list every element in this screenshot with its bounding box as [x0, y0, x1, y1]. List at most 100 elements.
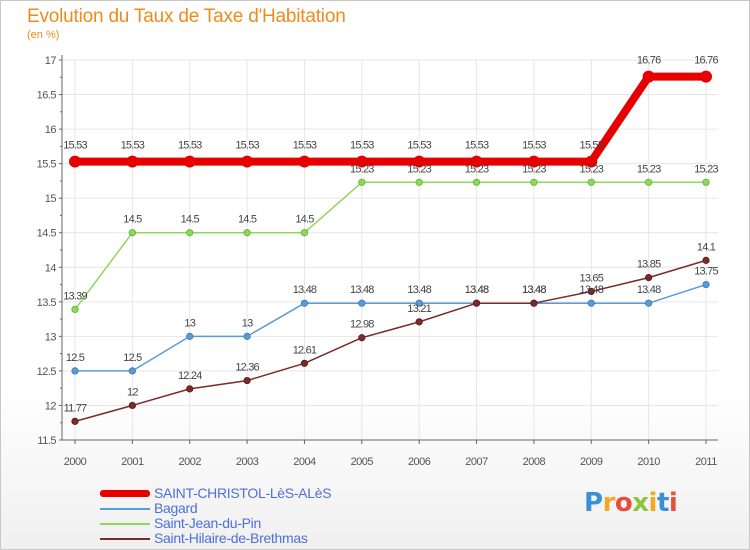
logo-letter: r	[602, 488, 616, 518]
data-point	[700, 70, 712, 83]
data-point	[642, 70, 655, 83]
data-point	[472, 299, 481, 307]
data-label: 15.23	[580, 163, 604, 175]
y-tick-label: 14.5	[37, 228, 57, 240]
data-label: 15.53	[350, 140, 374, 152]
data-label: 12.24	[178, 370, 202, 382]
data-label: 14.5	[238, 214, 257, 226]
y-tick-label: 13.5	[37, 297, 57, 309]
data-point	[527, 155, 540, 168]
data-point	[186, 229, 194, 237]
x-tick-label: 2009	[580, 456, 603, 468]
data-label: 15.23	[522, 163, 546, 175]
data-label: 15.23	[350, 163, 374, 175]
series-line-3	[74, 259, 707, 423]
data-point	[702, 256, 710, 264]
data-point	[645, 178, 653, 186]
data-point	[702, 280, 710, 289]
x-tick-label: 2010	[637, 456, 660, 468]
y-tick-label: 12	[45, 400, 57, 412]
series-line-1	[74, 283, 707, 372]
data-point	[128, 401, 136, 410]
data-label: 13.48	[465, 284, 489, 296]
y-tick-label: 15	[45, 193, 57, 205]
y-tick-label: 12.5	[37, 366, 57, 378]
data-label: 15.53	[407, 140, 431, 152]
data-label: 13.65	[580, 272, 604, 284]
x-tick-label: 2001	[121, 456, 144, 468]
data-point	[587, 287, 595, 296]
data-label: 14.1	[697, 241, 716, 253]
data-point	[585, 155, 598, 168]
y-tick-label: 16.5	[37, 90, 57, 102]
data-label: 12.5	[66, 352, 85, 364]
data-label: 15.53	[293, 140, 317, 152]
legend-label: Saint-Hilaire-de-Brethmas	[154, 530, 308, 546]
data-point	[358, 299, 366, 307]
data-label: 13.48	[407, 284, 431, 296]
logo-letter: x	[632, 488, 649, 518]
data-point	[186, 385, 194, 393]
data-point	[241, 155, 254, 168]
data-point	[298, 155, 311, 168]
data-point	[358, 178, 366, 186]
data-point	[415, 299, 423, 307]
logo-letter: i	[648, 488, 658, 518]
data-label: 13.48	[580, 284, 604, 296]
data-label: 15.23	[637, 163, 661, 175]
data-label: 15.53	[235, 140, 259, 152]
data-point	[645, 274, 653, 282]
data-label: 16.76	[637, 55, 661, 67]
data-point	[300, 359, 309, 367]
data-point	[243, 376, 251, 385]
y-tick-label: 11.5	[37, 435, 56, 447]
data-point	[71, 305, 79, 314]
data-label: 15.53	[178, 140, 202, 152]
data-point	[300, 229, 309, 237]
legend-swatch	[100, 523, 150, 525]
data-point	[243, 229, 251, 237]
data-label: 13.48	[637, 284, 661, 296]
data-point	[69, 155, 81, 168]
logo-letter: o	[614, 488, 633, 518]
data-point	[530, 178, 538, 186]
data-point	[128, 367, 136, 375]
data-point	[128, 229, 136, 237]
legend-label: SAINT-CHRISTOL-LèS-ALèS	[154, 485, 332, 501]
data-point	[243, 332, 251, 340]
data-label: 13.48	[522, 284, 546, 296]
data-point	[472, 178, 481, 186]
data-label: 13.48	[522, 284, 546, 296]
data-label: 12.61	[293, 344, 317, 356]
data-label: 15.53	[465, 140, 489, 152]
data-label: 12	[127, 386, 138, 398]
data-point	[530, 299, 538, 307]
x-tick-label: 2008	[523, 456, 546, 468]
legend-swatch	[100, 490, 150, 497]
data-point	[186, 332, 194, 340]
data-label: 13.21	[407, 303, 431, 315]
legend-swatch	[100, 508, 150, 510]
data-label: 16.76	[694, 55, 718, 67]
x-tick-label: 2006	[408, 456, 431, 468]
data-label: 15.53	[121, 140, 145, 152]
data-label: 12.98	[350, 319, 374, 331]
data-label: 13	[184, 317, 195, 329]
legend-swatch	[100, 538, 150, 540]
data-label: 12.36	[235, 362, 259, 374]
x-tick-label: 2002	[178, 456, 201, 468]
y-tick-label: 17	[45, 55, 57, 67]
data-point	[300, 299, 309, 307]
data-point	[355, 155, 368, 168]
data-label: 13.48	[350, 284, 374, 296]
data-label: 15.53	[580, 140, 604, 152]
chart-title: Evolution du Taux de Taxe d'Habitation	[27, 6, 346, 27]
data-label: 13	[242, 317, 253, 329]
chart-subtitle: (en %)	[27, 29, 60, 41]
data-point	[470, 155, 483, 168]
data-label: 11.77	[64, 402, 87, 414]
logo-letter: t	[656, 488, 669, 518]
x-tick-label: 2011	[695, 456, 717, 468]
